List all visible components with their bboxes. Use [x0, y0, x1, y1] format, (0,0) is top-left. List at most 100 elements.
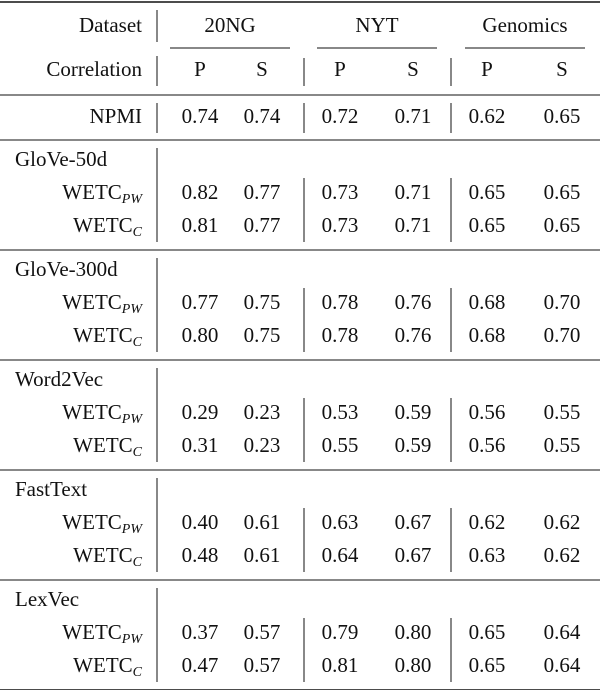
cell-value: 0.55 [544, 433, 581, 457]
cell-value: 0.65 [544, 104, 581, 128]
method-label: WETCPW [62, 620, 143, 647]
cell-value: 0.80 [395, 653, 432, 677]
cell-value: 0.59 [395, 400, 432, 424]
cell-value: 0.23 [244, 433, 281, 457]
method-subscript: C [133, 555, 143, 570]
cell-value: 0.55 [544, 400, 581, 424]
dataset-name: Genomics [482, 13, 567, 37]
method-label: WETCC [73, 543, 142, 570]
cell-value: 0.71 [395, 180, 432, 204]
cell-value: 0.62 [544, 543, 581, 567]
metric-label: P [481, 57, 493, 81]
method-label: WETCPW [62, 510, 143, 537]
cell-value: 0.78 [322, 323, 359, 347]
cell-value: 0.76 [395, 290, 432, 314]
cell-value: 0.57 [244, 620, 281, 644]
method-subscript: C [133, 445, 143, 460]
cell-value: 0.62 [469, 104, 506, 128]
method-name: WETC [62, 180, 121, 204]
metric-label: S [256, 57, 268, 81]
method-name: WETC [73, 433, 132, 457]
cell-value: 0.64 [544, 653, 581, 677]
group-name: GloVe-300d [15, 257, 118, 281]
metric-label: P [334, 57, 346, 81]
header-label: Dataset [79, 13, 142, 37]
cell-value: 0.65 [469, 620, 506, 644]
method-label: WETCC [73, 213, 142, 240]
dataset-name: NYT [355, 13, 398, 37]
cell-value: 0.65 [469, 213, 506, 237]
cell-value: 0.62 [544, 510, 581, 534]
metric-label: S [407, 57, 419, 81]
cell-value: 0.78 [322, 290, 359, 314]
cell-value: 0.55 [322, 433, 359, 457]
cell-value: 0.65 [544, 213, 581, 237]
cell-value: 0.74 [244, 104, 281, 128]
cell-value: 0.63 [322, 510, 359, 534]
method-name: WETC [62, 400, 121, 424]
method-label: WETCC [73, 433, 142, 460]
method-name: WETC [62, 510, 121, 534]
method-name: WETC [62, 290, 121, 314]
cell-value: 0.64 [322, 543, 359, 567]
method-name: WETC [73, 653, 132, 677]
cell-value: 0.63 [469, 543, 506, 567]
cell-value: 0.48 [182, 543, 219, 567]
cell-value: 0.65 [469, 180, 506, 204]
cell-value: 0.73 [322, 213, 359, 237]
row-label: NPMI [89, 104, 142, 128]
cell-value: 0.81 [322, 653, 359, 677]
method-name: WETC [62, 620, 121, 644]
cell-value: 0.62 [469, 510, 506, 534]
cell-value: 0.57 [244, 653, 281, 677]
metric-label: P [194, 57, 206, 81]
cell-value: 0.67 [395, 543, 432, 567]
cell-value: 0.53 [322, 400, 359, 424]
cell-value: 0.61 [244, 543, 281, 567]
cell-value: 0.70 [544, 323, 581, 347]
cell-value: 0.71 [395, 213, 432, 237]
cell-value: 0.47 [182, 653, 219, 677]
method-subscript: PW [121, 632, 144, 647]
method-name: WETC [73, 543, 132, 567]
method-label: WETCPW [62, 290, 143, 317]
cell-value: 0.68 [469, 290, 506, 314]
cell-value: 0.31 [182, 433, 219, 457]
cell-value: 0.65 [544, 180, 581, 204]
method-subscript: C [133, 665, 143, 680]
method-label: WETCC [73, 323, 142, 350]
cell-value: 0.77 [182, 290, 219, 314]
cell-value: 0.75 [244, 323, 281, 347]
method-subscript: PW [121, 412, 144, 427]
metric-label: S [556, 57, 568, 81]
group-name: FastText [15, 477, 87, 501]
cell-value: 0.71 [395, 104, 432, 128]
method-name: WETC [73, 213, 132, 237]
cell-value: 0.74 [182, 104, 219, 128]
cell-value: 0.37 [182, 620, 219, 644]
method-subscript: C [133, 225, 143, 240]
cell-value: 0.79 [322, 620, 359, 644]
cell-value: 0.65 [469, 653, 506, 677]
dataset-name: 20NG [204, 13, 255, 37]
cell-value: 0.56 [469, 400, 506, 424]
method-subscript: PW [121, 192, 144, 207]
method-subscript: PW [121, 302, 144, 317]
cell-value: 0.68 [469, 323, 506, 347]
cell-value: 0.72 [322, 104, 359, 128]
cell-value: 0.70 [544, 290, 581, 314]
cell-value: 0.77 [244, 213, 281, 237]
cell-value: 0.80 [182, 323, 219, 347]
cell-value: 0.29 [182, 400, 219, 424]
cell-value: 0.23 [244, 400, 281, 424]
cell-value: 0.73 [322, 180, 359, 204]
method-label: WETCC [73, 653, 142, 680]
group-name: Word2Vec [15, 367, 103, 391]
group-name: GloVe-50d [15, 147, 108, 171]
cell-value: 0.81 [182, 213, 219, 237]
cell-value: 0.40 [182, 510, 219, 534]
cell-value: 0.56 [469, 433, 506, 457]
cell-value: 0.67 [395, 510, 432, 534]
